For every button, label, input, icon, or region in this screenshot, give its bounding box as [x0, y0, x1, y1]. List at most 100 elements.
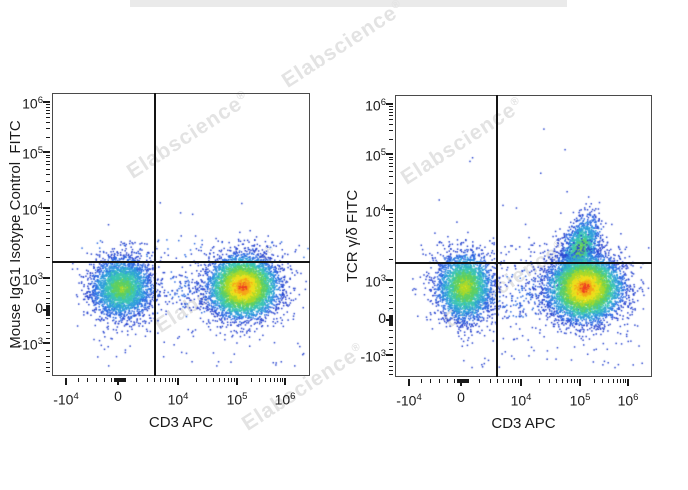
x-tick-label: 106 — [274, 391, 296, 408]
axis-tick — [389, 176, 393, 177]
axis-tick — [122, 378, 123, 382]
quadrant-gate-horizontal-line — [52, 261, 310, 263]
axis-tick — [386, 319, 393, 321]
axis-tick — [46, 313, 50, 314]
axis-tick — [389, 349, 393, 350]
y-tick-label: -103 — [17, 336, 43, 353]
plot-border — [395, 95, 652, 377]
y-tick-label: 104 — [22, 201, 43, 218]
y-tick-label: 105 — [22, 145, 43, 162]
axis-tick — [608, 379, 609, 383]
axis-tick — [206, 378, 207, 382]
axis-tick — [389, 295, 393, 296]
axis-tick — [389, 157, 393, 158]
axis-tick — [389, 322, 393, 323]
axis-tick — [120, 378, 121, 382]
axis-tick — [479, 379, 480, 383]
y-tick-label: 106 — [22, 95, 43, 112]
axis-tick — [574, 379, 575, 383]
axis-tick — [46, 332, 50, 333]
axis-tick — [625, 379, 626, 383]
axis-tick — [46, 107, 50, 108]
axis-tick — [46, 298, 50, 299]
axis-tick — [270, 378, 271, 382]
axis-tick — [43, 309, 50, 311]
axis-tick — [231, 378, 232, 382]
axis-tick — [389, 183, 393, 184]
axis-tick — [114, 378, 115, 382]
axis-tick — [577, 379, 578, 383]
axis-tick — [389, 171, 393, 172]
axis-tick — [46, 257, 50, 258]
axis-tick — [386, 103, 393, 105]
y-tick-label: 103 — [365, 273, 386, 290]
axis-tick — [389, 337, 393, 338]
axis-tick — [160, 378, 161, 382]
axis-tick — [124, 378, 125, 382]
axis-tick — [623, 379, 624, 383]
axis-tick — [219, 378, 220, 382]
x-tick-label: 0 — [457, 389, 465, 405]
axis-tick — [46, 211, 50, 212]
axis-tick — [562, 379, 563, 383]
axis-tick — [467, 379, 468, 383]
plot-border — [52, 93, 310, 376]
top-gray-strip — [130, 0, 567, 7]
axis-tick — [274, 378, 275, 382]
axis-tick — [389, 139, 393, 140]
axis-tick — [389, 193, 393, 194]
axis-tick — [46, 236, 50, 237]
axis-tick — [46, 164, 50, 165]
axis-tick — [123, 378, 124, 382]
axis-tick — [518, 379, 519, 383]
axis-tick — [46, 181, 50, 182]
axis-tick — [46, 303, 50, 304]
axis-tick — [165, 378, 166, 382]
axis-tick — [46, 104, 50, 105]
axis-tick — [46, 311, 50, 312]
axis-tick — [515, 379, 516, 383]
x-tick-label: 105 — [569, 392, 591, 409]
axis-tick — [430, 379, 431, 383]
x-tick-label: -104 — [53, 391, 79, 408]
axis-tick — [389, 159, 393, 160]
axis-tick — [439, 379, 440, 383]
axis-tick — [117, 378, 119, 385]
axis-tick — [43, 342, 50, 344]
axis-tick — [386, 209, 393, 211]
axis-tick — [46, 161, 50, 162]
axis-tick — [43, 151, 50, 153]
axis-tick — [389, 166, 393, 167]
axis-tick — [389, 325, 393, 326]
axis-tick — [389, 112, 393, 113]
axis-tick — [46, 312, 50, 313]
axis-tick — [87, 378, 88, 382]
axis-tick — [408, 379, 410, 386]
axis-tick — [46, 338, 50, 339]
axis-tick — [96, 378, 97, 382]
axis-tick — [265, 378, 266, 382]
axis-tick — [462, 379, 463, 383]
axis-tick — [46, 128, 50, 129]
axis-tick — [579, 379, 581, 386]
axis-tick — [46, 308, 50, 309]
axis-tick — [503, 379, 504, 383]
y-tick-label: 105 — [365, 147, 386, 164]
axis-tick — [46, 155, 50, 156]
axis-tick — [454, 379, 455, 383]
axis-tick — [46, 305, 50, 306]
axis-tick — [389, 317, 393, 318]
axis-tick — [617, 379, 618, 383]
axis-tick — [549, 379, 550, 383]
axis-tick — [46, 325, 50, 326]
y-tick-label: 0 — [378, 310, 386, 326]
axis-tick — [46, 157, 50, 158]
y-tick-label: 103 — [22, 271, 43, 288]
axis-tick — [389, 308, 393, 309]
axis-tick — [46, 113, 50, 114]
axis-tick — [46, 169, 50, 170]
axis-tick — [46, 285, 50, 286]
axis-tick — [389, 366, 393, 367]
axis-tick — [115, 378, 116, 382]
